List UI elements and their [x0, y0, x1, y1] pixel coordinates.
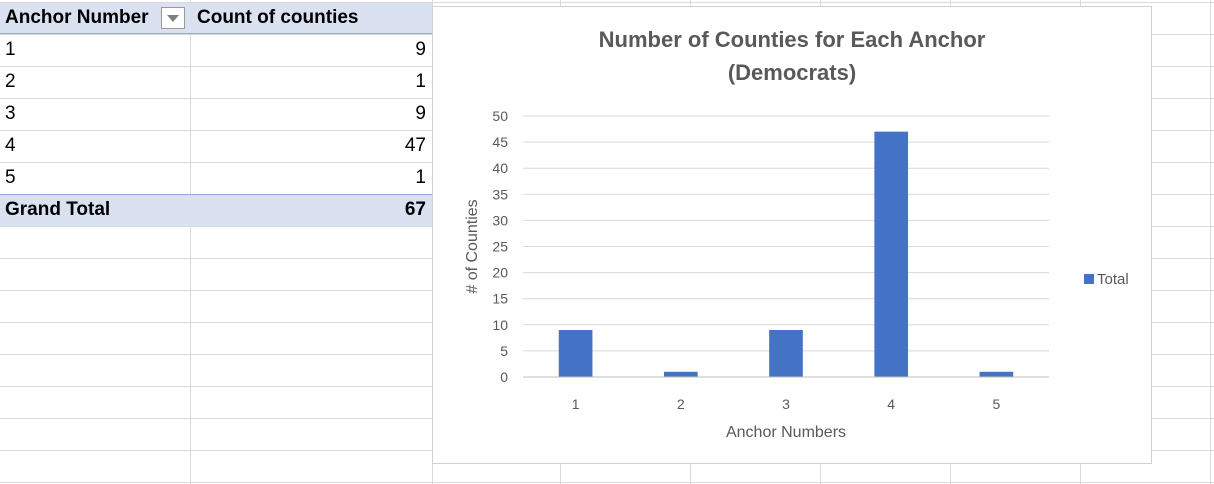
bar — [769, 330, 803, 377]
y-tick-label: 30 — [492, 212, 508, 228]
pivot-row-label[interactable]: 3 — [5, 103, 16, 124]
pivot-row-label[interactable]: 4 — [5, 135, 16, 156]
y-tick-label: 35 — [492, 186, 508, 202]
chevron-down-icon — [167, 14, 179, 22]
y-tick-label: 50 — [492, 108, 508, 124]
grand-total-band — [0, 194, 432, 226]
x-tick-label: 1 — [572, 396, 580, 412]
bar — [874, 131, 909, 377]
y-tick-label: 45 — [492, 134, 508, 150]
pivot-row-header[interactable]: Anchor Number — [5, 7, 149, 28]
y-tick-label: 5 — [500, 343, 508, 359]
legend-swatch — [1084, 274, 1094, 284]
column-divider — [1210, 0, 1211, 484]
y-tick-label: 15 — [492, 291, 508, 307]
x-tick-label: 5 — [993, 396, 1001, 412]
pivot-row-label[interactable]: 1 — [5, 39, 16, 60]
column-divider — [190, 0, 191, 484]
bar — [558, 330, 593, 377]
pivot-row-label[interactable]: 2 — [5, 71, 16, 92]
chart-title[interactable]: Number of Counties for Each Anchor (Demo… — [433, 23, 1151, 89]
y-tick-label: 10 — [492, 317, 508, 333]
pivot-row-value[interactable]: 1 — [415, 167, 426, 188]
grand-total-label[interactable]: Grand Total — [5, 199, 111, 220]
grand-total-value[interactable]: 67 — [404, 199, 426, 220]
bar — [663, 371, 698, 377]
y-tick-label: 25 — [492, 239, 508, 255]
chart-title-line: Number of Counties for Each Anchor — [598, 27, 986, 52]
x-tick-label: 3 — [782, 396, 790, 412]
row-divider — [0, 482, 1214, 483]
x-tick-label: 2 — [677, 396, 685, 412]
x-axis-title: Anchor Numbers — [726, 424, 846, 441]
x-tick-label: 4 — [887, 396, 895, 412]
pivot-row-value[interactable]: 9 — [415, 103, 426, 124]
bar — [979, 371, 1014, 377]
y-tick-label: 40 — [492, 160, 508, 176]
pivot-header-band — [0, 3, 432, 34]
legend-label: Total — [1097, 271, 1129, 288]
bar-chart[interactable]: Number of Counties for Each Anchor (Demo… — [432, 6, 1152, 464]
y-tick-label: 20 — [492, 265, 508, 281]
pivot-row-value[interactable]: 1 — [415, 71, 426, 92]
pivot-row-value[interactable]: 47 — [404, 135, 426, 156]
row-filter-button[interactable] — [161, 7, 185, 29]
pivot-row-value[interactable]: 9 — [415, 39, 426, 60]
chart-title-line: (Democrats) — [727, 60, 857, 85]
row-divider — [0, 2, 1214, 3]
y-axis-title: # of Counties — [464, 199, 481, 293]
y-tick-label: 0 — [500, 369, 508, 385]
pivot-value-header[interactable]: Count of counties — [197, 7, 359, 28]
pivot-row-label[interactable]: 5 — [5, 167, 16, 188]
